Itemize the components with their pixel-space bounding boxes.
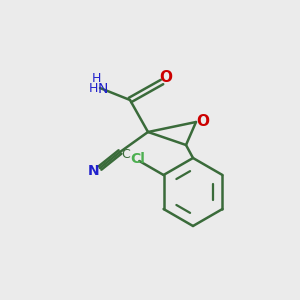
Text: H: H bbox=[91, 71, 101, 85]
Text: O: O bbox=[196, 113, 209, 128]
Text: N: N bbox=[98, 82, 108, 96]
Text: Cl: Cl bbox=[130, 152, 145, 166]
Text: H: H bbox=[88, 82, 98, 95]
Text: C: C bbox=[122, 148, 130, 160]
Text: O: O bbox=[160, 70, 172, 85]
Text: N: N bbox=[88, 164, 100, 178]
